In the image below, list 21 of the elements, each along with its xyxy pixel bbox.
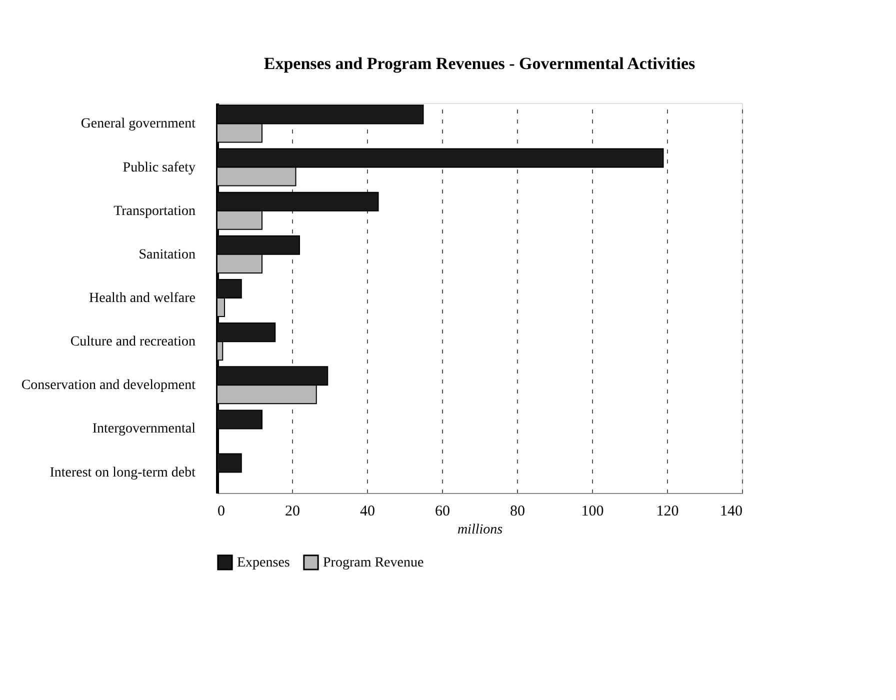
y-tick-label: Culture and recreation — [70, 334, 196, 350]
x-tick-label: 0 — [218, 504, 225, 520]
y-tick-label: Health and welfare — [89, 291, 196, 306]
y-tick-label: Interest on long-term debt — [50, 465, 196, 480]
x-tick-label: 40 — [360, 504, 375, 520]
x-tick-label: 60 — [435, 504, 450, 520]
x-axis-title: millions — [457, 522, 504, 538]
y-tick-label: Intergovernmental — [92, 422, 196, 437]
y-tick-label: Sanitation — [138, 247, 196, 262]
y-tick-label: Conservation and development — [21, 378, 196, 394]
y-tick-label: Transportation — [114, 204, 196, 219]
legend-label: Expenses — [237, 555, 290, 570]
legend-label: Program Revenue — [323, 555, 424, 570]
y-tick-label: General government — [80, 116, 196, 132]
y-tick-label: Public safety — [122, 160, 196, 176]
x-tick-label: 20 — [285, 504, 300, 520]
x-tick-label: 120 — [656, 504, 679, 520]
x-tick-label: 140 — [720, 504, 742, 520]
x-tick-label: 80 — [510, 504, 525, 520]
chart-title: Expenses and Program Revenues - Governmental Activities — [264, 54, 696, 73]
x-tick-label: 100 — [581, 504, 604, 520]
